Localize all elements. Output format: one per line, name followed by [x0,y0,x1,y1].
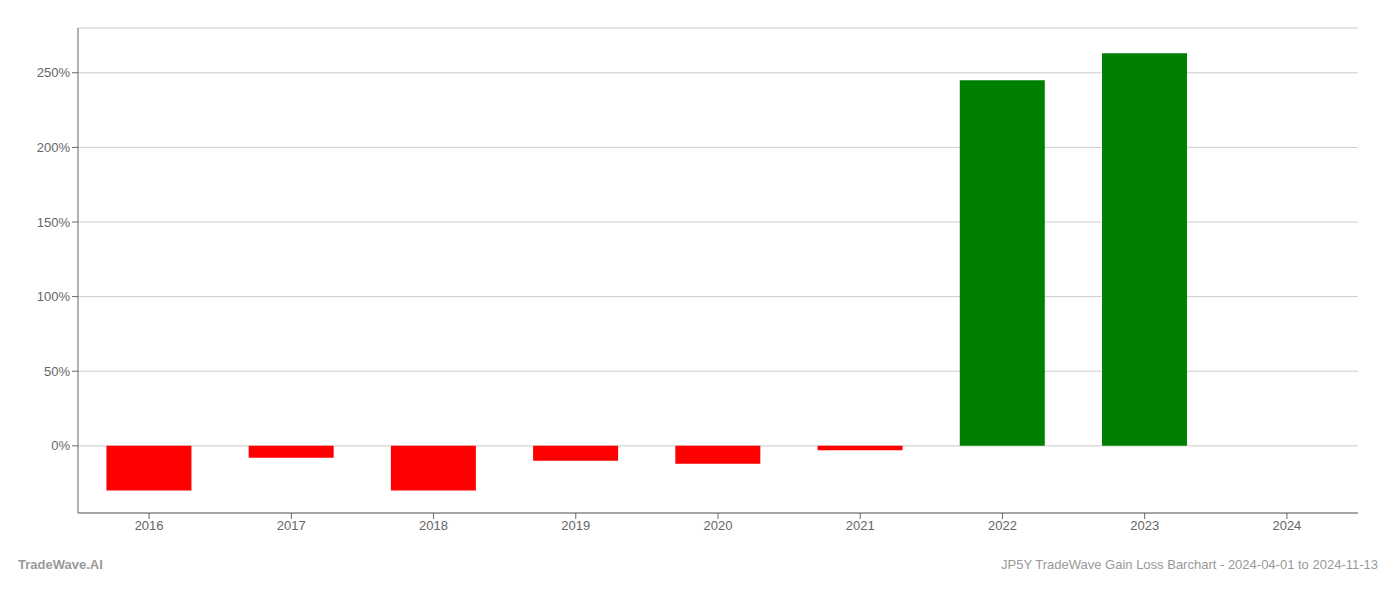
svg-text:100%: 100% [37,289,71,304]
svg-text:0%: 0% [51,438,70,453]
svg-text:2018: 2018 [419,518,448,533]
svg-text:250%: 250% [37,65,71,80]
svg-text:2024: 2024 [1272,518,1301,533]
svg-text:150%: 150% [37,215,71,230]
svg-text:2019: 2019 [561,518,590,533]
svg-text:2023: 2023 [1130,518,1159,533]
svg-text:2017: 2017 [277,518,306,533]
svg-text:200%: 200% [37,140,71,155]
html-text:JP5Y TradeWave Gain Loss Barch: JP5Y TradeWave Gain Loss Barchart - 2024… [1001,557,1378,572]
svg-text:2021: 2021 [846,518,875,533]
svg-text:50%: 50% [44,364,70,379]
svg-text:2022: 2022 [988,518,1017,533]
svg-text:2020: 2020 [704,518,733,533]
svg-text:2016: 2016 [135,518,164,533]
html-text:TradeWave.AI: TradeWave.AI [18,557,103,572]
